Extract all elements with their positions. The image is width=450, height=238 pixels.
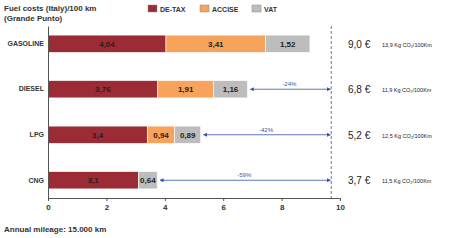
x-tick-mark [282,198,283,201]
bar-segment [266,35,310,52]
y-tick-label: CNG [28,176,44,183]
legend-swatch [252,5,261,12]
x-tick-label: 4 [163,203,168,212]
co2-label: 12,5 Kg CO₂/100Km [382,133,432,139]
data-label: 3,76 [95,85,111,94]
data-label: 1,52 [280,40,296,49]
legend-swatch [148,5,157,12]
x-tick: 2 [105,198,110,212]
x-tick: 4 [163,198,168,212]
saving-arrow [160,180,330,181]
co2-label: 13,9 Kg CO₂/100Km [382,42,432,48]
y-tick: GASOLINE [7,40,48,47]
y-axis: GASOLINE DIESEL LPG CNG [7,27,48,199]
data-label: 3,4 [92,131,104,140]
y-tick: DIESEL [19,85,48,92]
data-labels: 4,04 3,76 3,4 3,1 3,41 1,91 0,94 1,52 1,16 0,89 0,… [88,40,296,186]
subtitle: (Grande Punto) [4,14,63,23]
chart: Fuel costs (Italy)/100 km(Grande Punto) D… [0,0,450,238]
x-axis: 0 2 4 6 8 10 [46,198,345,212]
data-label: 4,04 [99,40,115,49]
saving-label: -24% [282,81,297,87]
bar-segment [166,35,266,52]
data-label: 0,64 [140,176,156,185]
legend-label: ACCISE [212,6,239,13]
x-tick-label: 10 [336,203,345,212]
total-label: 3,7 € [348,175,371,186]
saving-label: -42% [259,127,274,133]
saving-arrow [204,134,331,135]
total-label: 6,8 € [348,84,371,95]
x-tick-mark [165,198,166,201]
bar-segment [158,81,214,98]
y-tick-label: DIESEL [19,85,45,92]
bar-segment [48,35,166,52]
total-label: 5,2 € [348,130,371,141]
bar-segment [147,126,174,143]
bar-segment [48,172,139,189]
x-tick-label: 2 [105,203,110,212]
total-label: 9,0 € [348,39,371,50]
data-label: 3,1 [88,176,100,185]
x-tick-label: 8 [280,203,285,212]
saving-arrow [250,89,330,90]
saving-label: -59% [237,172,252,178]
x-tick: 10 [336,198,345,212]
bars [48,26,331,198]
bar-segment [175,126,201,143]
data-label: 0,89 [180,131,196,140]
x-tick-label: 0 [46,203,51,212]
annotation: Annual mileage: 15.000 km [4,225,106,234]
x-tick-mark [340,198,341,201]
y-axis-line [48,27,49,199]
x-tick: 0 [46,198,51,212]
y-tick-label: LPG [30,131,45,138]
data-label: 0,94 [153,131,169,140]
legend-label: VAT [264,6,278,13]
x-axis-line [49,199,341,202]
data-label: 1,16 [223,85,239,94]
legend-label: DE-TAX [160,6,186,13]
bar-segment [48,126,147,143]
y-tick-label: GASOLINE [7,40,44,47]
co2-label: 11,9 Kg CO₂/100Km [382,87,432,93]
y-tick: LPG [30,131,48,138]
bar-segment [139,172,158,189]
title: Fuel costs (Italy)/100 km [4,4,96,13]
x-tick: 6 [221,198,226,212]
x-tick-mark [106,198,107,201]
x-tick-label: 6 [221,203,226,212]
x-tick-mark [223,198,224,201]
x-tick: 8 [280,198,285,212]
data-label: 3,41 [208,40,224,49]
co2-label: 11,5 Kg CO₂/100Km [382,178,432,184]
legend-swatch [200,5,209,12]
data-label: 1,91 [178,85,194,94]
legend: DE-TAX ACCISE VAT [148,5,278,13]
bar-segment [214,81,248,98]
reference-line [331,26,332,198]
y-tick: CNG [28,176,48,183]
bar-segment [48,81,158,98]
